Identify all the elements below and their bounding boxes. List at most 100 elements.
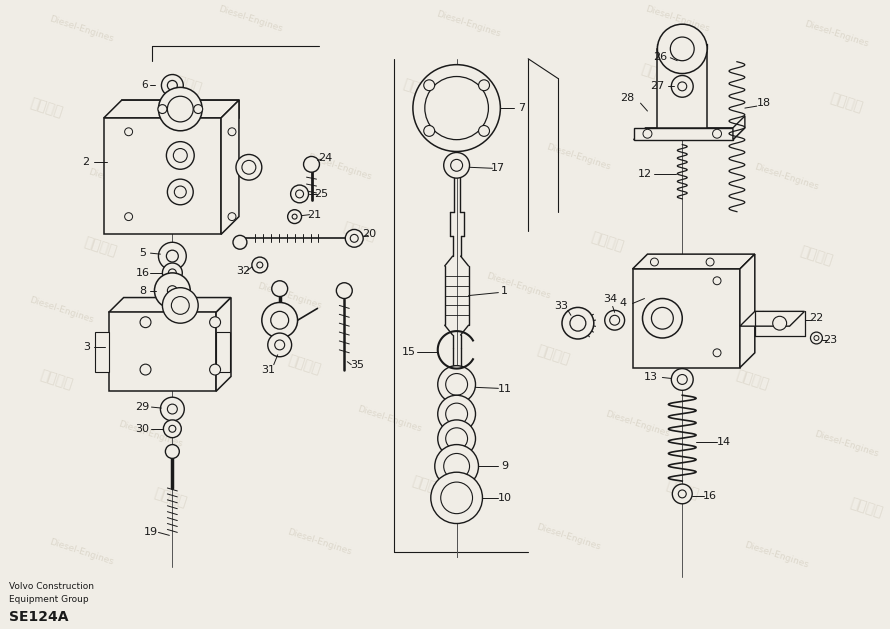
Circle shape: [479, 80, 490, 91]
Text: 32: 32: [236, 266, 250, 276]
Text: 9: 9: [501, 461, 508, 471]
Circle shape: [651, 308, 674, 329]
Text: Diesel-Engines: Diesel-Engines: [48, 538, 114, 567]
Polygon shape: [740, 254, 755, 367]
Circle shape: [658, 24, 707, 74]
Circle shape: [713, 277, 721, 285]
Circle shape: [228, 213, 236, 221]
Circle shape: [167, 179, 193, 205]
Text: 17: 17: [491, 164, 506, 173]
Circle shape: [210, 317, 221, 328]
Text: 紫发动力: 紫发动力: [287, 353, 323, 377]
Text: 27: 27: [651, 81, 665, 91]
Circle shape: [677, 374, 687, 384]
Text: Diesel-Engines: Diesel-Engines: [813, 429, 879, 458]
Text: 1: 1: [501, 286, 508, 296]
Circle shape: [425, 77, 489, 140]
Text: 5: 5: [139, 248, 146, 258]
Circle shape: [610, 315, 619, 325]
Text: 紫发动力: 紫发动力: [535, 343, 571, 367]
Polygon shape: [122, 100, 239, 118]
Circle shape: [431, 472, 482, 523]
Text: 16: 16: [135, 268, 150, 278]
Circle shape: [275, 340, 285, 350]
Polygon shape: [216, 298, 231, 391]
Text: 21: 21: [307, 209, 321, 220]
Circle shape: [233, 235, 247, 249]
Circle shape: [167, 286, 177, 296]
Polygon shape: [633, 254, 755, 269]
Text: 11: 11: [498, 384, 512, 394]
Circle shape: [268, 333, 292, 357]
Circle shape: [160, 397, 184, 421]
Polygon shape: [104, 118, 221, 235]
Text: 18: 18: [756, 98, 771, 108]
Circle shape: [413, 65, 500, 152]
Circle shape: [291, 185, 309, 203]
Circle shape: [172, 296, 190, 314]
Text: Diesel-Engines: Diesel-Engines: [753, 162, 820, 192]
Polygon shape: [733, 116, 745, 140]
Text: 7: 7: [518, 103, 525, 113]
Circle shape: [242, 160, 255, 174]
Circle shape: [292, 214, 297, 219]
Circle shape: [228, 128, 236, 136]
Polygon shape: [634, 128, 733, 140]
Text: 紫发动力: 紫发动力: [829, 91, 864, 115]
Circle shape: [676, 56, 688, 68]
Text: Diesel-Engines: Diesel-Engines: [256, 281, 323, 310]
Text: 紫发动力: 紫发动力: [410, 474, 447, 498]
Circle shape: [194, 104, 203, 113]
Text: 紫发动力: 紫发动力: [167, 72, 204, 95]
Text: 8: 8: [139, 286, 146, 296]
Circle shape: [295, 190, 303, 198]
Text: Diesel-Engines: Diesel-Engines: [117, 419, 183, 448]
Text: 4: 4: [619, 299, 627, 308]
Circle shape: [140, 364, 151, 375]
Text: Diesel-Engines: Diesel-Engines: [485, 271, 552, 300]
Text: Diesel-Engines: Diesel-Engines: [435, 9, 502, 39]
Circle shape: [450, 159, 463, 171]
Circle shape: [434, 445, 479, 488]
Circle shape: [167, 96, 193, 122]
Text: 22: 22: [809, 313, 823, 323]
Text: 2: 2: [82, 157, 89, 167]
Circle shape: [562, 308, 594, 339]
Text: Diesel-Engines: Diesel-Engines: [48, 14, 114, 44]
Polygon shape: [109, 298, 231, 313]
Circle shape: [140, 317, 151, 328]
Circle shape: [670, 37, 694, 61]
Text: 29: 29: [135, 402, 150, 412]
Circle shape: [643, 299, 683, 338]
Circle shape: [174, 186, 186, 198]
Text: 34: 34: [603, 294, 618, 304]
Text: Diesel-Engines: Diesel-Engines: [287, 528, 352, 557]
Text: Diesel-Engines: Diesel-Engines: [803, 19, 870, 48]
Circle shape: [174, 148, 187, 162]
Text: Diesel-Engines: Diesel-Engines: [644, 4, 710, 34]
Polygon shape: [104, 100, 239, 118]
Text: Diesel-Engines: Diesel-Engines: [87, 167, 154, 197]
Circle shape: [811, 332, 822, 344]
Circle shape: [257, 262, 263, 268]
Circle shape: [167, 404, 177, 414]
Text: 15: 15: [402, 347, 416, 357]
Text: SE124A: SE124A: [9, 610, 69, 625]
Circle shape: [166, 250, 178, 262]
Circle shape: [446, 403, 467, 425]
Text: 24: 24: [319, 153, 333, 164]
Text: Diesel-Engines: Diesel-Engines: [743, 540, 810, 570]
Circle shape: [643, 130, 652, 138]
Circle shape: [287, 209, 302, 223]
Text: Volvo Construction: Volvo Construction: [9, 582, 94, 591]
Text: Diesel-Engines: Diesel-Engines: [545, 143, 611, 172]
Text: 25: 25: [314, 189, 328, 199]
Text: 紫发动力: 紫发动力: [733, 367, 770, 391]
Text: 14: 14: [717, 437, 731, 447]
Polygon shape: [109, 313, 216, 391]
Circle shape: [604, 310, 625, 330]
Text: 紫发动力: 紫发动力: [798, 244, 835, 268]
Text: 20: 20: [362, 230, 376, 240]
Text: Diesel-Engines: Diesel-Engines: [714, 296, 781, 325]
Circle shape: [441, 482, 473, 514]
